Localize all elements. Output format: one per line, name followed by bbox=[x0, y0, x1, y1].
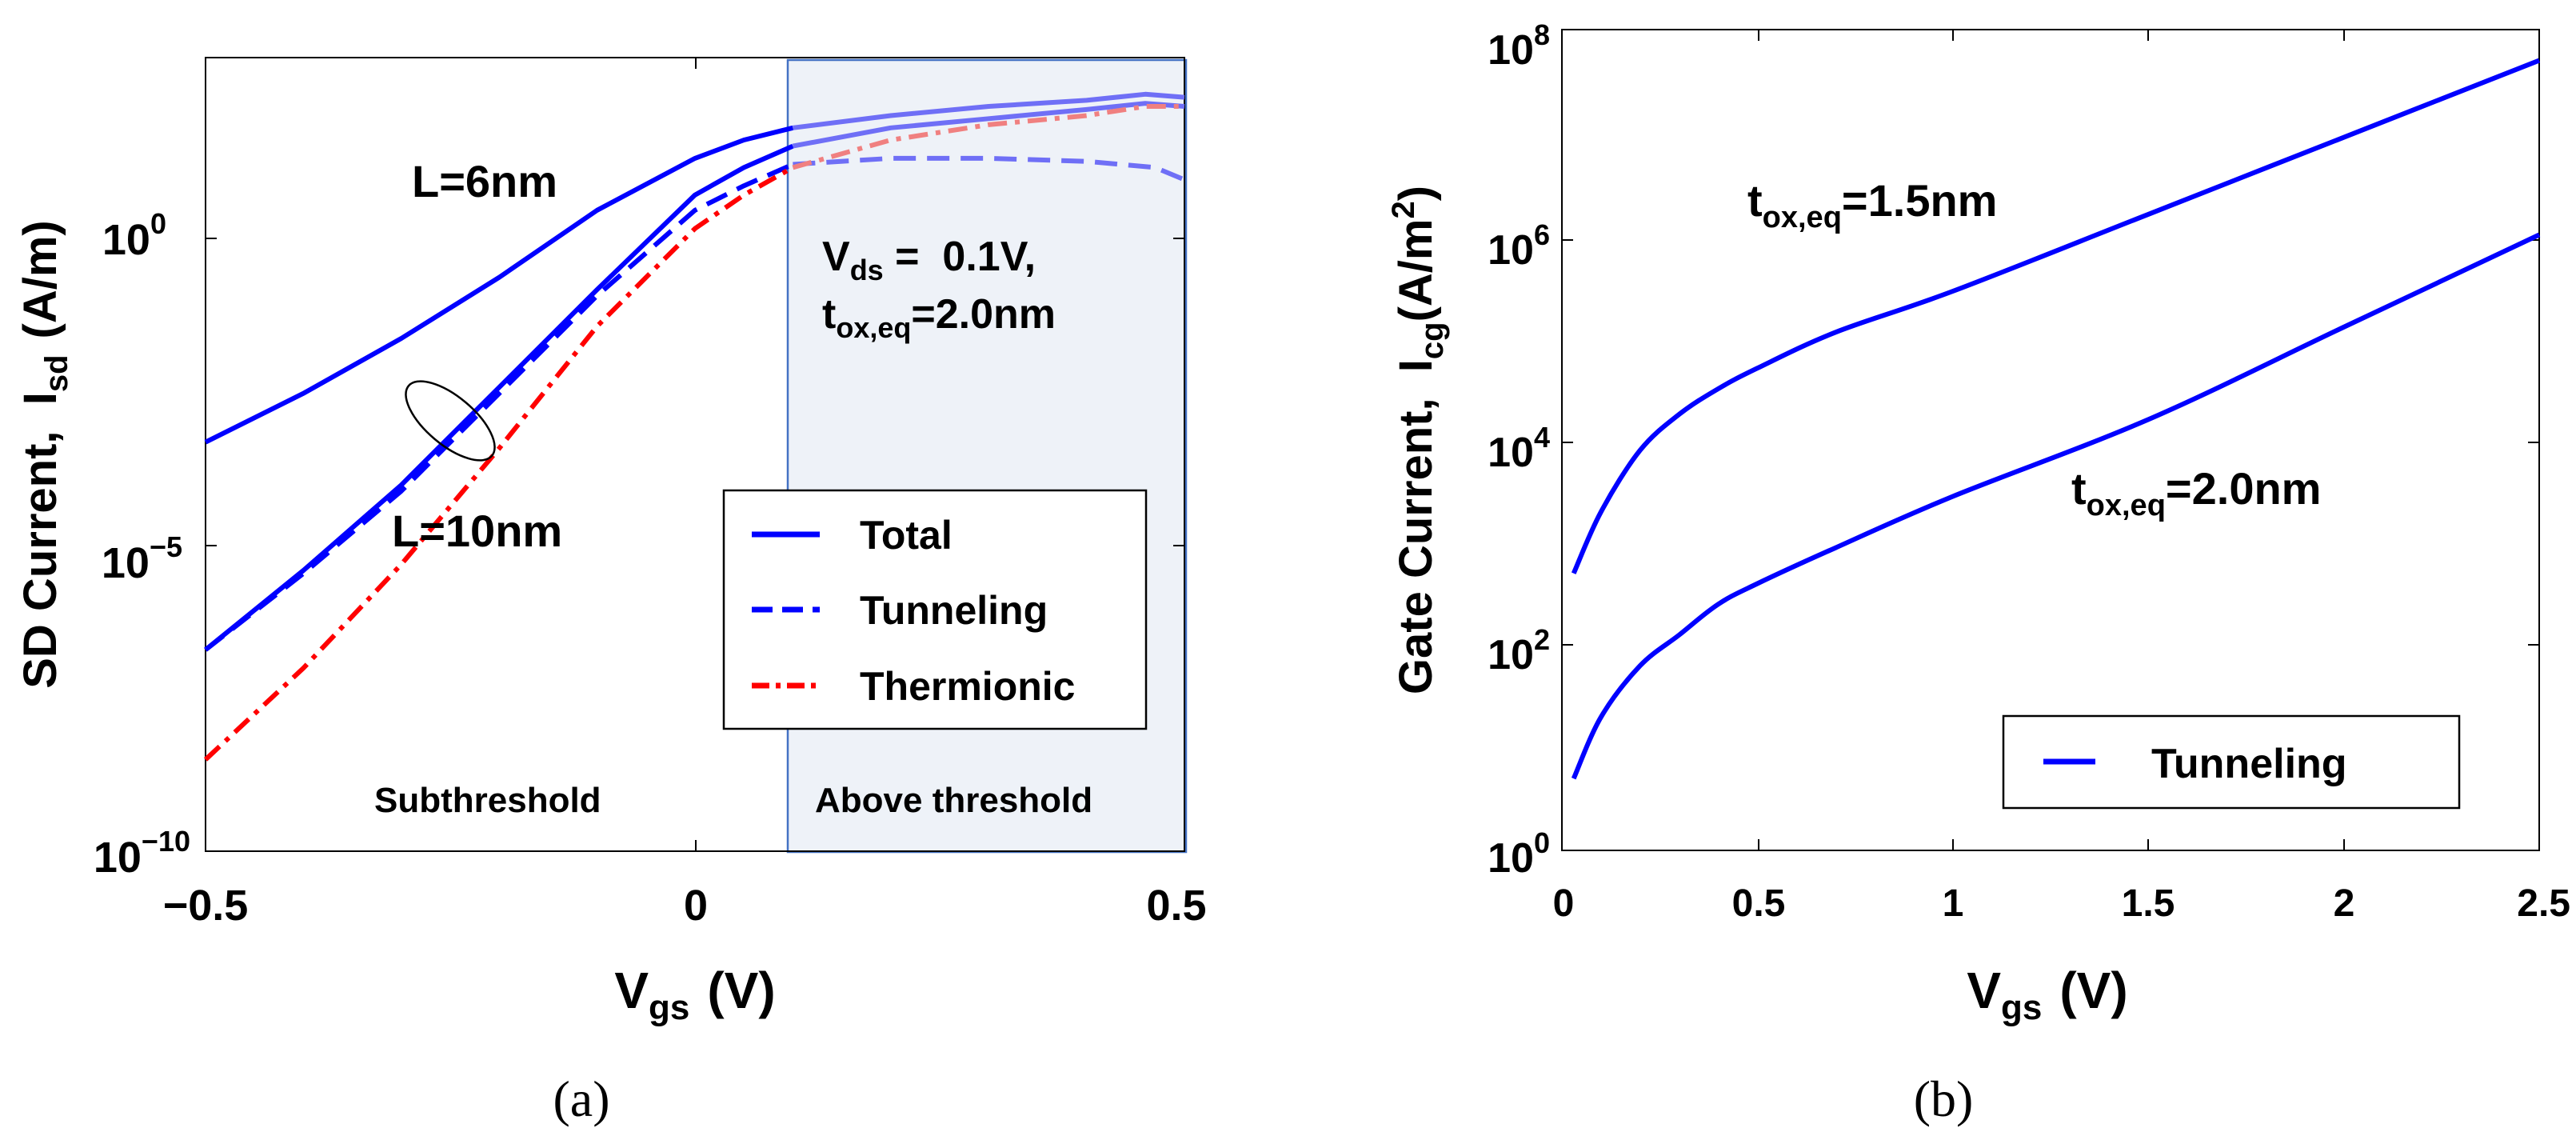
panel-b-plot-frame bbox=[1561, 29, 2540, 851]
panel-a-xtick-label: 0.5 bbox=[1146, 882, 1206, 930]
panel-b-curves bbox=[1571, 58, 2541, 780]
panel-b-y-ticks: 108 106 104 102 100 bbox=[1488, 18, 2539, 882]
panel-a-y-axis-label: SD Current, Isd(A/m) bbox=[14, 220, 74, 689]
panel-b-xtick-label: 1 bbox=[1943, 882, 1964, 925]
tunneling-curve-l10nm-above-threshold bbox=[793, 155, 1186, 182]
panel-a-y-ticks: 100 10−5 10−10 bbox=[94, 207, 1184, 882]
panel-a-xtick-label: 0 bbox=[684, 882, 708, 930]
panel-b-xtick-label: 0.5 bbox=[1732, 882, 1786, 925]
tunneling-curve-tox-1-5nm bbox=[1571, 58, 2541, 574]
panel-b-legend: Tunneling bbox=[2002, 714, 2461, 810]
tunneling-curve-tox-2-0nm bbox=[1571, 232, 2541, 780]
panel-b-ytick-label: 100 bbox=[1488, 826, 1550, 882]
panel-a-caption: (a) bbox=[553, 1070, 609, 1127]
panel-a-xtick-label: −0.5 bbox=[163, 882, 249, 930]
region-label-subthreshold: Subthreshold bbox=[374, 781, 601, 820]
total-curve-l10nm bbox=[204, 143, 794, 652]
total-curve-l6nm-above-threshold bbox=[793, 91, 1185, 130]
panel-a-curves bbox=[203, 91, 1186, 762]
panel-a-x-axis-label: Vgs (V) bbox=[614, 962, 775, 1027]
annotation-vds: Vds = 0.1V, bbox=[822, 234, 1036, 286]
annotation-tox-2-0nm: tox,eq=2.0nm bbox=[2071, 463, 2321, 522]
thermionic-curve-l10nm-above-threshold bbox=[792, 104, 1184, 170]
annotation-l10nm: L=10nm bbox=[392, 506, 562, 556]
legend-label-tunneling-b: Tunneling bbox=[2151, 741, 2347, 787]
panel-b-ytick-label: 104 bbox=[1488, 421, 1550, 476]
panel-b-xtick-label: 1.5 bbox=[2122, 882, 2175, 925]
total-curve-l10nm-above-threshold bbox=[792, 101, 1185, 149]
panel-a-ytick-label: 100 bbox=[102, 207, 166, 264]
panel-a-ytick-label: 10−10 bbox=[94, 825, 190, 882]
annotation-l6nm: L=6nm bbox=[412, 156, 557, 206]
panel-b: 0 0.5 1 1.5 2 2.5 108 106 104 102 100 to… bbox=[1386, 18, 2570, 1127]
panel-b-x-ticks: 0 0.5 1 1.5 2 2.5 bbox=[1553, 30, 2570, 925]
panel-b-ytick-label: 102 bbox=[1488, 623, 1550, 678]
legend-label-thermionic: Thermionic bbox=[860, 664, 1075, 709]
annotation-tox-a: tox,eq=2.0nm bbox=[822, 291, 1056, 344]
panel-b-x-axis-label: Vgs (V) bbox=[1967, 962, 2127, 1027]
panel-b-xtick-label: 0 bbox=[1553, 882, 1575, 925]
panel-b-xtick-label: 2 bbox=[2334, 882, 2355, 925]
panel-a-ytick-label: 10−5 bbox=[102, 530, 182, 587]
legend-label-total: Total bbox=[860, 513, 953, 558]
region-label-above-threshold: Above threshold bbox=[815, 781, 1092, 820]
legend-label-tunneling: Tunneling bbox=[860, 588, 1048, 633]
panel-b-ytick-label: 106 bbox=[1488, 218, 1550, 274]
panel-b-ytick-label: 108 bbox=[1488, 18, 1550, 74]
panel-b-xtick-label: 2.5 bbox=[2517, 882, 2570, 925]
panel-a: −0.5 0 0.5 100 10−5 10−10 L=6nm L=10nm V… bbox=[14, 57, 1207, 1127]
total-curve-l6nm bbox=[204, 125, 794, 445]
panel-a-legend: Total Tunneling Thermionic bbox=[722, 489, 1148, 730]
panel-a-highlight-region bbox=[786, 58, 1188, 854]
panel-b-caption: (b) bbox=[1914, 1070, 1974, 1127]
curve-group-ellipse bbox=[405, 380, 496, 462]
panel-a-x-ticks: −0.5 0 0.5 bbox=[163, 58, 1207, 930]
thermionic-curve-l10nm bbox=[203, 165, 794, 762]
annotation-tox-1-5nm: tox,eq=1.5nm bbox=[1747, 175, 1997, 234]
tunneling-curve-l10nm bbox=[204, 162, 794, 652]
panel-b-y-axis-label: Gate Current, Icg(A/m2) bbox=[1386, 186, 1450, 694]
